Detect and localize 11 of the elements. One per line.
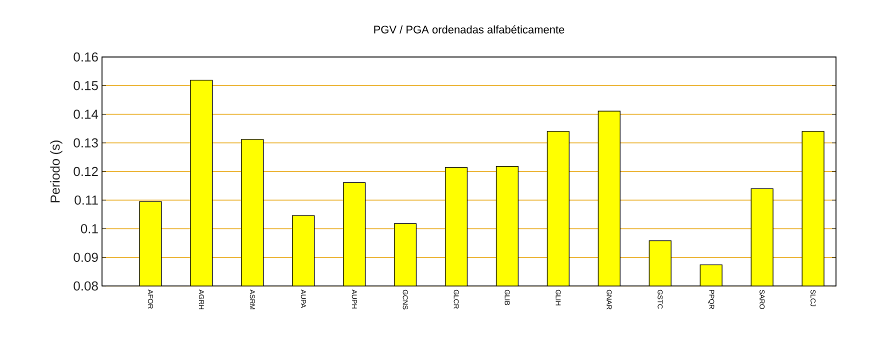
y-tick-label: 0.16: [74, 52, 98, 62]
y-axis-title: Periodo (s): [50, 140, 62, 202]
y-tick-label: 0.15: [74, 81, 98, 90]
y-tick-label: 0.11: [74, 196, 98, 205]
y-tick-label: 0.12: [74, 166, 98, 176]
y-tick-label: 0.1: [80, 224, 98, 234]
y-tick-label: 0.09: [74, 252, 98, 262]
y-tick-label: 0.13: [74, 138, 98, 148]
y-tick-label: 0.14: [74, 110, 98, 119]
y-tick-label: 0.08: [74, 281, 98, 291]
chart-title: PGV / PGA ordenadas alfabéticamente: [374, 25, 564, 34]
